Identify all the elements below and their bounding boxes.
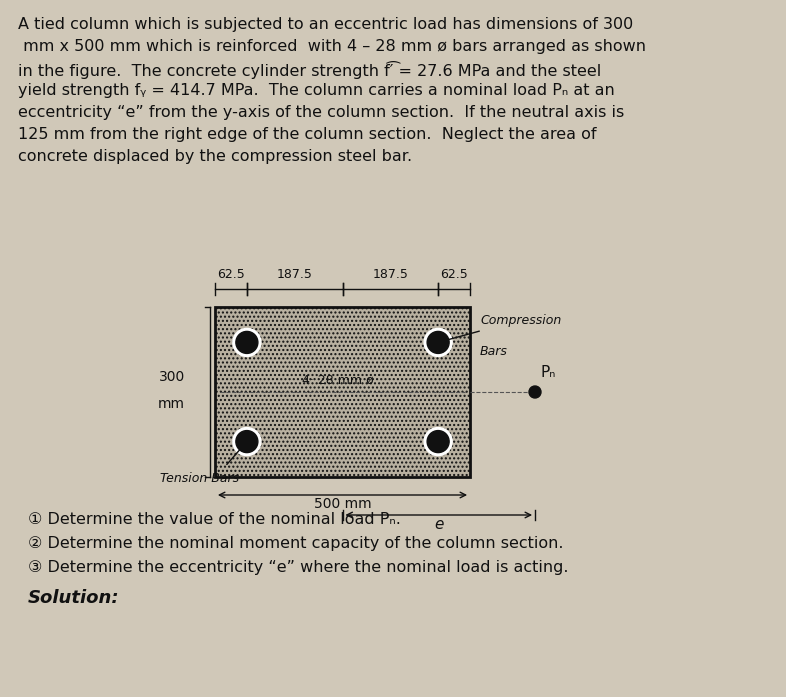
Circle shape	[427, 331, 449, 353]
Circle shape	[427, 431, 449, 452]
Text: mm x 500 mm which is reinforced  with 4 – 28 mm ø bars arranged as shown: mm x 500 mm which is reinforced with 4 –…	[18, 39, 646, 54]
Text: 500 mm: 500 mm	[314, 497, 371, 511]
Text: 4· 28 mm ø: 4· 28 mm ø	[302, 374, 373, 387]
Text: yield strength fᵧ = 414.7 MPa.  The column carries a nominal load Pₙ at an: yield strength fᵧ = 414.7 MPa. The colum…	[18, 83, 615, 98]
Text: Compression: Compression	[480, 314, 561, 328]
Circle shape	[236, 331, 258, 353]
Text: Pₙ: Pₙ	[540, 365, 556, 380]
Text: Solution:: Solution:	[28, 589, 119, 607]
Text: Tension Bars: Tension Bars	[160, 472, 240, 484]
Text: ③ Determine the eccentricity “e” where the nominal load is acting.: ③ Determine the eccentricity “e” where t…	[28, 560, 568, 575]
Text: Bars: Bars	[480, 346, 508, 358]
Circle shape	[529, 386, 541, 398]
Text: in the figure.  The concrete cylinder strength f′͡ = 27.6 MPa and the steel: in the figure. The concrete cylinder str…	[18, 61, 601, 79]
Circle shape	[424, 328, 452, 356]
Text: 62.5: 62.5	[217, 268, 244, 281]
Text: 125 mm from the right edge of the column section.  Neglect the area of: 125 mm from the right edge of the column…	[18, 127, 597, 142]
Circle shape	[236, 431, 258, 452]
Text: A tied column which is subjected to an eccentric load has dimensions of 300: A tied column which is subjected to an e…	[18, 17, 634, 32]
Text: mm: mm	[158, 397, 185, 411]
Text: 187.5: 187.5	[277, 268, 313, 281]
Text: eccentricity “e” from the y-axis of the column section.  If the neutral axis is: eccentricity “e” from the y-axis of the …	[18, 105, 624, 120]
Text: 300: 300	[159, 370, 185, 384]
Bar	[215, 307, 470, 477]
Circle shape	[233, 328, 261, 356]
Text: ② Determine the nominal moment capacity of the column section.: ② Determine the nominal moment capacity …	[28, 536, 564, 551]
Text: 62.5: 62.5	[440, 268, 468, 281]
Circle shape	[233, 427, 261, 456]
Circle shape	[424, 427, 452, 456]
Text: 187.5: 187.5	[373, 268, 408, 281]
Text: ① Determine the value of the nominal load Pₙ.: ① Determine the value of the nominal loa…	[28, 512, 401, 527]
Text: e: e	[434, 517, 443, 532]
Text: concrete displaced by the compression steel bar.: concrete displaced by the compression st…	[18, 149, 412, 164]
